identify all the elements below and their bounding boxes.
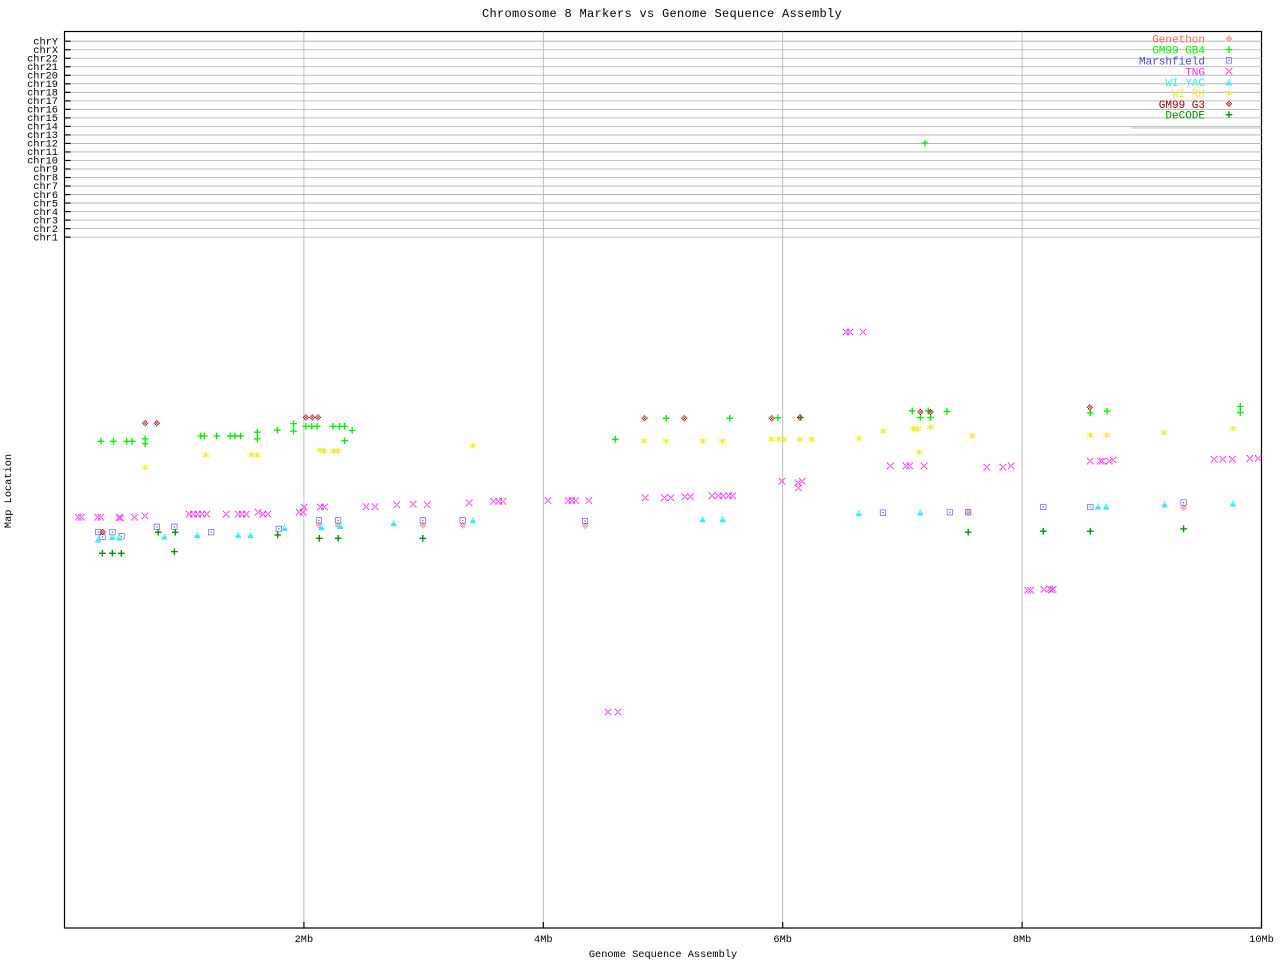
svg-text:chr1: chr1: [33, 232, 58, 244]
svg-text:Genome Sequence Assembly: Genome Sequence Assembly: [589, 949, 737, 960]
svg-text:6Mb: 6Mb: [773, 934, 792, 946]
svg-text:DeCODE: DeCODE: [1165, 111, 1205, 123]
svg-text:8Mb: 8Mb: [1013, 934, 1032, 946]
svg-text:4Mb: 4Mb: [534, 934, 553, 946]
svg-text:Chromosome 8 Markers vs Genome: Chromosome 8 Markers vs Genome Sequence …: [482, 7, 842, 21]
svg-text:Map Location: Map Location: [3, 454, 15, 528]
svg-text:2Mb: 2Mb: [295, 934, 314, 946]
svg-text:10Mb: 10Mb: [1249, 934, 1274, 946]
